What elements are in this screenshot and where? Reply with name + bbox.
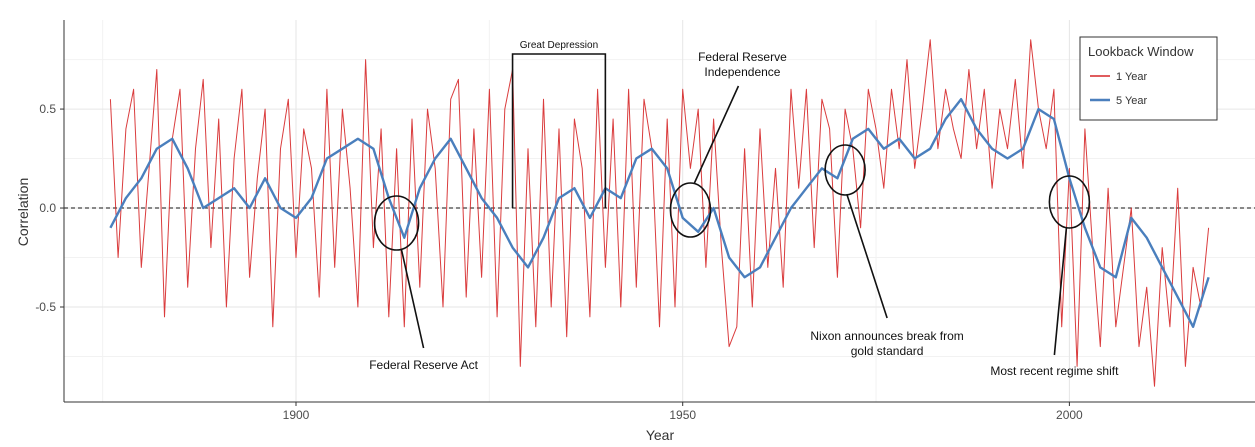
annotations: Great Depression Federal Reserve Act Feder… [369, 40, 1119, 378]
circle-nixon [824, 144, 866, 196]
y-tick-label: 0.5 [39, 102, 56, 116]
pointer-regime-shift [1053, 227, 1068, 356]
circle-federal-reserve-act [373, 195, 420, 251]
x-tick-label: 2000 [1056, 408, 1083, 422]
legend-label-5-year: 5 Year [1116, 95, 1148, 107]
annotation-great-depression: Great Depression [520, 40, 598, 51]
circle-regime-shift [1048, 175, 1091, 229]
pointer-nixon [846, 194, 888, 319]
annotation-nixon: gold standard [851, 344, 924, 358]
x-tick-label: 1900 [283, 408, 310, 422]
y-tick-label: 0.0 [39, 201, 56, 215]
series-line-1-year [109, 39, 1210, 387]
annotation-federal-reserve-act: Federal Reserve Act [369, 358, 478, 372]
annotation-federal-reserve-independence: Independence [704, 65, 780, 79]
y-tick-label: -0.5 [35, 300, 56, 314]
y-axis-title: Correlation [15, 178, 31, 246]
pointer-federal-reserve-act [400, 249, 425, 349]
legend: Lookback Window 1 Year 5 Year [1079, 36, 1218, 121]
tick-labels: 1900 1950 2000 -0.5 0.0 0.5 [35, 102, 1083, 422]
series-line-5-year [109, 97, 1210, 328]
annotation-nixon: Nixon announces break from [810, 329, 963, 343]
series-layer [109, 39, 1210, 387]
x-axis-title: Year [646, 427, 675, 443]
great-depression-bracket [511, 53, 607, 209]
x-tick-label: 1950 [669, 408, 696, 422]
legend-label-1-year: 1 Year [1116, 71, 1148, 83]
pointer-federal-reserve-independence [693, 85, 740, 184]
axes [60, 20, 1255, 406]
legend-box [1079, 36, 1218, 121]
circle-federal-reserve-independence [669, 182, 712, 238]
annotation-federal-reserve-independence: Federal Reserve [698, 50, 787, 64]
annotation-regime-shift: Most recent regime shift [990, 364, 1119, 378]
legend-title: Lookback Window [1088, 44, 1194, 59]
